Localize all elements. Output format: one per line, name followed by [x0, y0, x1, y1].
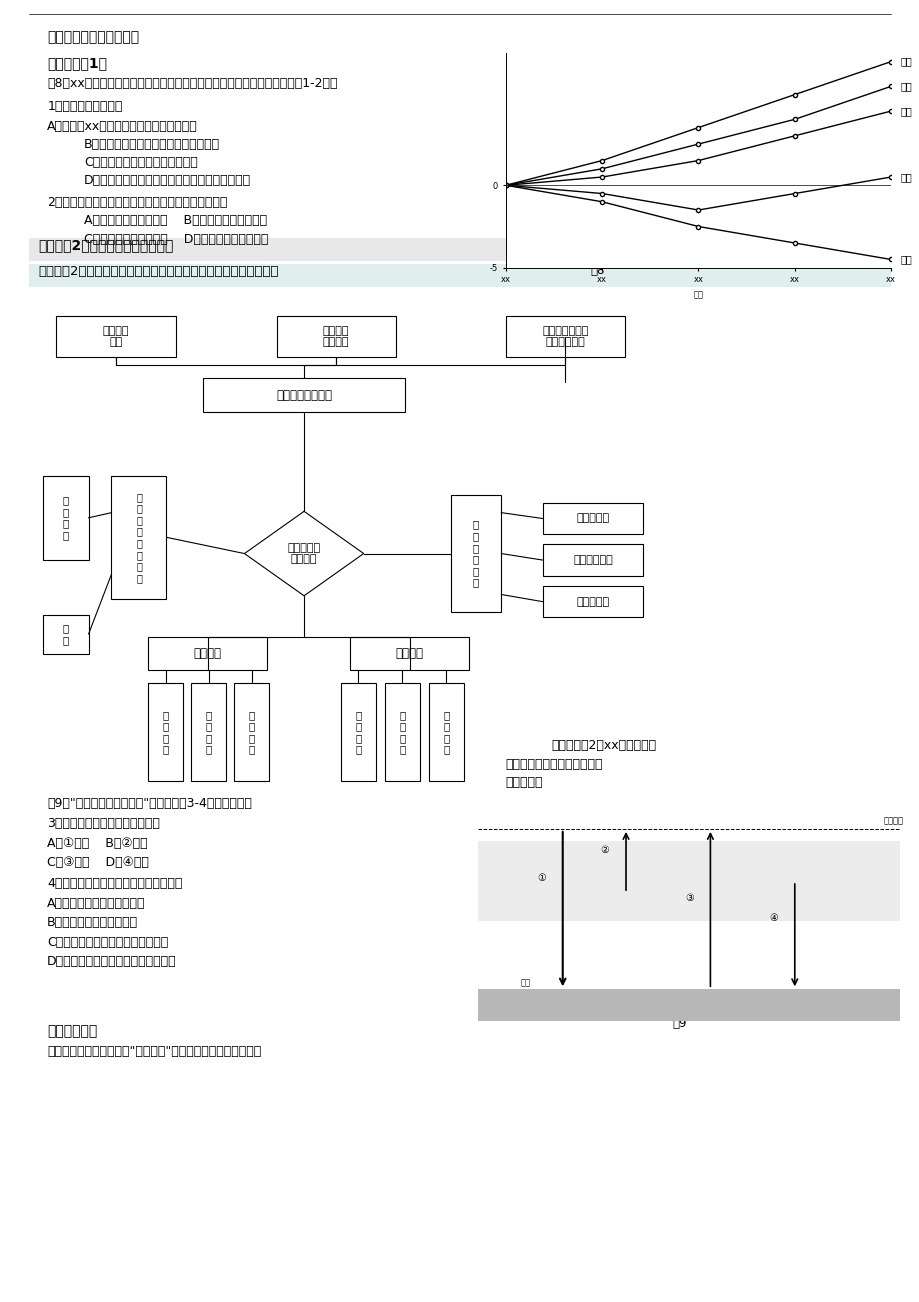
FancyBboxPatch shape [28, 238, 891, 262]
Text: A．印度是xx年二氧化碳排放量最多的国家: A．印度是xx年二氧化碳排放量最多的国家 [47, 120, 198, 133]
Text: 技术手段: 技术手段 [395, 647, 423, 660]
Text: 固
碳
技
术: 固 碳 技 术 [443, 710, 448, 755]
Text: 生
物
技
术: 生 物 技 术 [399, 710, 405, 755]
FancyBboxPatch shape [148, 684, 183, 781]
Text: 公
众
参
与: 公 众 参 与 [248, 710, 255, 755]
FancyBboxPatch shape [111, 475, 166, 599]
FancyBboxPatch shape [349, 637, 469, 671]
Text: 经
济
手
段: 经 济 手 段 [205, 710, 211, 755]
FancyBboxPatch shape [505, 316, 624, 357]
FancyBboxPatch shape [191, 684, 226, 781]
Text: 植
树
造
林: 植 树 造 林 [62, 496, 69, 540]
FancyBboxPatch shape [340, 684, 375, 781]
Text: D．大量植树造林，积极进行国际合作: D．大量植树造林，积极进行国际合作 [47, 956, 176, 967]
FancyBboxPatch shape [277, 316, 395, 357]
FancyBboxPatch shape [42, 475, 88, 560]
Text: 图9为"大气受热过程示意图"。读图完成3-4题。（双选）: 图9为"大气受热过程示意图"。读图完成3-4题。（双选） [47, 797, 252, 810]
Text: 提高能源
利用效率: 提高能源 利用效率 [323, 326, 349, 348]
Text: 图8为xx年以来世界部分国家和地区二氧化碳排放量变化示意图，读图回答1-2题。: 图8为xx年以来世界部分国家和地区二氧化碳排放量变化示意图，读图回答1-2题。 [47, 77, 337, 90]
Text: 候峰会呼吁国际社会积极应对: 候峰会呼吁国际社会积极应对 [505, 758, 603, 771]
Text: A．北美洲暴雪天气增多    B．印度洋珊瑚大量死亡: A．北美洲暴雪天气增多 B．印度洋珊瑚大量死亡 [84, 215, 267, 228]
Text: 建防护堤坝: 建防护堤坝 [576, 596, 609, 607]
Text: 调整农业结构: 调整农业结构 [573, 555, 612, 565]
Text: A．依靠科技积极开发新能源: A．依靠科技积极开发新能源 [47, 897, 145, 910]
Text: 对人类健康的威胁会增加: 对人类健康的威胁会增加 [47, 30, 139, 44]
Text: 【典型例题2】xx年联合国气: 【典型例题2】xx年联合国气 [551, 740, 656, 753]
Text: 探究活动2：结合教材，设计概念图总结全球气候变暖的适应对策。: 探究活动2：结合教材，设计概念图总结全球气候变暖的适应对策。 [38, 266, 278, 279]
Text: 控制水田和垃圾
场的甲烷排放: 控制水田和垃圾 场的甲烷排放 [541, 326, 588, 348]
Text: C．中国二氧化碳排放量逐年减少: C．中国二氧化碳排放量逐年减少 [84, 156, 198, 169]
FancyBboxPatch shape [56, 316, 176, 357]
Text: 根据考试说明关于本课的"考试要点"和教材内容进行知识构建。: 根据考试说明关于本课的"考试要点"和教材内容进行知识构建。 [47, 1044, 261, 1057]
Text: 4．应对全球气候变暖的措施，合理的有: 4．应对全球气候变暖的措施，合理的有 [47, 878, 183, 891]
FancyBboxPatch shape [542, 544, 642, 575]
FancyBboxPatch shape [234, 684, 269, 781]
Text: 节
能
技
术: 节 能 技 术 [355, 710, 361, 755]
Text: 氧
化
碳
排
放
量
变
化
（
亿
吨
/
年
）: 氧 化 碳 排 放 量 变 化 （ 亿 吨 / 年 ） [508, 94, 513, 247]
Text: 改变能源
结构: 改变能源 结构 [103, 326, 130, 348]
FancyBboxPatch shape [542, 586, 642, 617]
FancyBboxPatch shape [42, 615, 88, 654]
Text: 图9: 图9 [672, 1017, 686, 1030]
Text: B．全面禁止使用化石燃料: B．全面禁止使用化石燃料 [47, 917, 138, 930]
FancyBboxPatch shape [542, 503, 642, 534]
Text: 3．图中与全球气候变暖有关的是: 3．图中与全球气候变暖有关的是 [47, 818, 160, 831]
Text: 考点诠释2：全球气候变暖的对策。: 考点诠释2：全球气候变暖的对策。 [38, 238, 174, 253]
Text: 固
碳: 固 碳 [62, 624, 69, 644]
Text: 适
应
气
候
变
化: 适 应 气 候 变 化 [472, 519, 479, 587]
Text: C．③增强    D．④增强: C．③增强 D．④增强 [47, 857, 149, 870]
Text: 1．下列叙述正确的是: 1．下列叙述正确的是 [47, 100, 122, 113]
Text: 政策手段: 政策手段 [194, 647, 221, 660]
Text: 气候变暖。: 气候变暖。 [505, 776, 543, 789]
Text: 控制温室气体排放: 控制温室气体排放 [276, 388, 332, 401]
Text: 直
接
控
制: 直 接 控 制 [163, 710, 168, 755]
FancyBboxPatch shape [203, 378, 404, 411]
Text: 培育新品种: 培育新品种 [576, 513, 609, 523]
Text: B．欧盟国家二氧化碳排放量呈减少趋势: B．欧盟国家二氧化碳排放量呈减少趋势 [84, 138, 220, 151]
Text: 2．人类大量排放二氧化碳对地理环境的影响可信的是: 2．人类大量排放二氧化碳对地理环境的影响可信的是 [47, 197, 227, 210]
Text: 增
加
温
室
气
体
吸
收: 增 加 温 室 气 体 吸 收 [136, 492, 142, 583]
FancyBboxPatch shape [384, 684, 419, 781]
Text: D．各国对二氧化碳减排负有共同但有区别的责任: D．各国对二氧化碳减排负有共同但有区别的责任 [84, 174, 251, 187]
FancyBboxPatch shape [148, 637, 267, 671]
Text: 【知识构建】: 【知识构建】 [47, 1023, 97, 1038]
FancyBboxPatch shape [450, 495, 501, 612]
FancyBboxPatch shape [428, 684, 463, 781]
Text: C．调整农业结构，大力发展畜牧业: C．调整农业结构，大力发展畜牧业 [47, 936, 168, 949]
Text: 气候变化的
适应对策: 气候变化的 适应对策 [288, 543, 321, 564]
Text: 图8: 图8 [590, 264, 604, 277]
FancyBboxPatch shape [28, 264, 891, 288]
Text: A．①减弱    B．②减弱: A．①减弱 B．②减弱 [47, 837, 148, 850]
Text: C．昆仑山雪线逐年降低    D．内蒙古牧场面积扩大: C．昆仑山雪线逐年降低 D．内蒙古牧场面积扩大 [84, 233, 268, 246]
Text: 【典型例题1】: 【典型例题1】 [47, 56, 108, 70]
